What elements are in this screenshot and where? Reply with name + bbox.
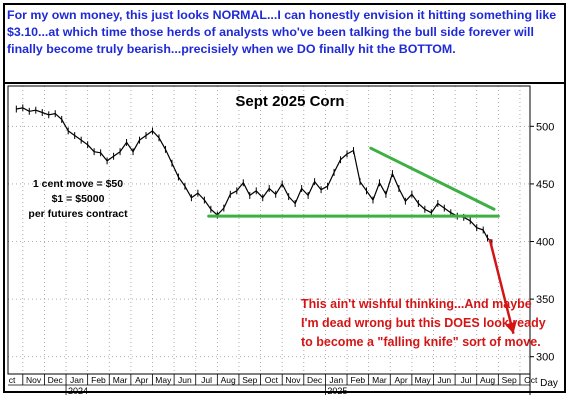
x-tick-label: May bbox=[415, 375, 432, 385]
x-tick-label: May bbox=[155, 375, 172, 385]
trendline-downtrend bbox=[369, 146, 496, 211]
x-tick-label: Oct bbox=[265, 375, 279, 385]
contract-note-line1: 1 cent move = $50 bbox=[33, 178, 123, 190]
annotation-line1: This ain't wishful thinking...And maybe bbox=[301, 297, 532, 311]
x-tick-label: Feb bbox=[351, 375, 366, 385]
annotation-line2: I'm dead wrong but this DOES look ready bbox=[301, 316, 546, 330]
x-tick-label: Jan bbox=[329, 375, 343, 385]
headline-text: For my own money, this just looks NORMAL… bbox=[7, 8, 557, 56]
year-label: 2024 bbox=[68, 386, 88, 396]
x-tick-label: Dec bbox=[307, 375, 323, 385]
x-tick-label: Mar bbox=[372, 375, 387, 385]
annotation-line3: to become a "falling knife" sort of move… bbox=[301, 335, 541, 349]
x-tick-label: Jul bbox=[201, 375, 212, 385]
x-tick-label: Nov bbox=[26, 375, 42, 385]
year-label: 2025 bbox=[327, 386, 347, 396]
contract-note-line2: $1 = $5000 bbox=[52, 193, 105, 205]
x-tick-label: ct bbox=[9, 375, 16, 385]
x-tick-label: Jun bbox=[178, 375, 192, 385]
y-tick-label: 450 bbox=[536, 179, 554, 191]
y-tick-labels: 300 350 400 450 500 bbox=[530, 121, 554, 364]
y-tick-label: 350 bbox=[536, 294, 554, 306]
x-tick-label: Sep bbox=[502, 375, 517, 385]
x-axis-label: Day bbox=[540, 378, 558, 389]
y-tick-label: 300 bbox=[536, 352, 554, 364]
x-tick-label: Nov bbox=[285, 375, 301, 385]
arrow-shaft bbox=[488, 238, 515, 334]
y-tick-label: 400 bbox=[536, 237, 554, 249]
plot-border bbox=[7, 85, 531, 375]
grid bbox=[8, 86, 530, 374]
x-tick-label: Apr bbox=[135, 375, 148, 385]
x-tick-label: Feb bbox=[91, 375, 106, 385]
contract-note-line3: per futures contract bbox=[28, 208, 128, 220]
trendlines bbox=[207, 146, 500, 218]
headline-divider bbox=[5, 82, 566, 84]
x-tick-label: Oct bbox=[524, 375, 538, 385]
contract-note: 1 cent move = $50 $1 = $5000 per futures… bbox=[28, 178, 128, 220]
projection-arrow bbox=[488, 238, 517, 334]
x-tick-label: Jun bbox=[437, 375, 451, 385]
x-tick-label: Apr bbox=[394, 375, 407, 385]
x-tick-label: Jul bbox=[460, 375, 471, 385]
annotation: This ain't wishful thinking...And maybe … bbox=[301, 297, 546, 349]
x-tick-label: Sep bbox=[242, 375, 257, 385]
chart-title: Sept 2025 Corn bbox=[235, 93, 344, 110]
x-tick-labels: ct Nov Dec Jan Feb Mar Apr May Jun Jul Aug Sep Oct No… bbox=[8, 374, 538, 396]
x-tick-label: Dec bbox=[48, 375, 64, 385]
arrow-head bbox=[504, 321, 517, 334]
price-series bbox=[15, 104, 493, 247]
x-tick-label: Mar bbox=[113, 375, 128, 385]
y-tick-label: 500 bbox=[536, 121, 554, 133]
x-tick-label: Jan bbox=[70, 375, 84, 385]
x-tick-label: Aug bbox=[221, 375, 236, 385]
x-tick-label: Aug bbox=[480, 375, 495, 385]
